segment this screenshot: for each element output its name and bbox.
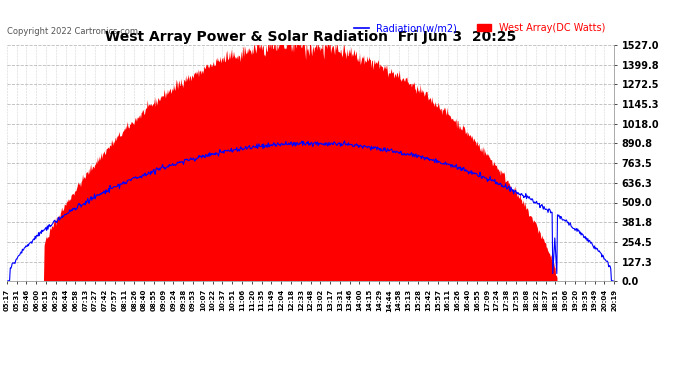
Text: Copyright 2022 Cartronics.com: Copyright 2022 Cartronics.com (7, 27, 138, 36)
Legend: Radiation(w/m2), West Array(DC Watts): Radiation(w/m2), West Array(DC Watts) (350, 19, 609, 37)
Title: West Array Power & Solar Radiation  Fri Jun 3  20:25: West Array Power & Solar Radiation Fri J… (105, 30, 516, 44)
